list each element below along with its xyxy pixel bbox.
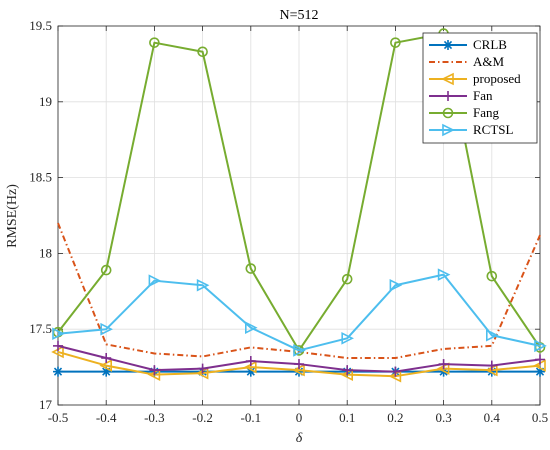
x-tick-label: 0 <box>296 410 303 425</box>
x-tick-label: -0.4 <box>96 410 117 425</box>
data-point-rctsl <box>100 322 113 336</box>
data-point-proposed <box>99 359 112 372</box>
legend-box <box>422 32 538 144</box>
legend-label-proposed: proposed <box>473 71 521 86</box>
data-point-fang <box>245 263 257 274</box>
tick-labels: -0.5 -0.4 -0.3 -0.2 -0.1 0 0.1 0.2 0.3 0.4 0.5 17 17… <box>29 18 548 425</box>
legend-entry-crlb: CRLB <box>429 37 507 52</box>
data-point-fang <box>341 273 353 285</box>
series-rctsl <box>52 268 547 357</box>
plus-marker <box>443 91 453 101</box>
series-a-m <box>57 222 541 360</box>
data-point-fang <box>100 264 112 276</box>
y-tick-label: 19 <box>39 94 52 109</box>
data-point-rctsl <box>293 344 306 357</box>
data-point-fan <box>342 365 353 376</box>
data-point-rctsl <box>341 332 354 345</box>
x-tick-label: 0.4 <box>484 410 501 425</box>
legend-label-fan: Fan <box>473 88 493 103</box>
asterisk-stroke <box>246 367 255 376</box>
legend-label-a-m: A&M <box>473 54 505 69</box>
legend-entry-fang: Fang <box>429 105 500 120</box>
data-point-rctsl <box>437 268 451 281</box>
y-tick-label: 18 <box>39 245 52 260</box>
data-point-fang <box>197 46 208 58</box>
data-point-fan <box>390 366 401 377</box>
series-line-proposed <box>57 350 541 378</box>
legend-label-rctsl: RCTSL <box>473 122 514 137</box>
data-point-fan <box>149 365 160 376</box>
asterisk-stroke <box>443 40 453 50</box>
data-point-rctsl <box>196 278 210 292</box>
y-tick-label: 17.5 <box>29 321 52 336</box>
x-axis-title: δ <box>296 431 303 446</box>
circle-marker <box>442 107 454 119</box>
legend-entry-fan: Fan <box>429 88 493 103</box>
data-point-fan <box>245 356 256 367</box>
x-tick-label: 0.1 <box>339 410 355 425</box>
x-tick-label: 0.3 <box>435 410 451 425</box>
chart-title: N=512 <box>279 8 318 23</box>
y-tick-label: 18.5 <box>29 170 52 185</box>
y-tick-label: 17 <box>39 397 53 412</box>
data-point-fan <box>53 340 63 351</box>
x-tick-label: 0.5 <box>532 410 548 425</box>
data-point-fan <box>535 354 545 365</box>
data-point-fang <box>149 37 160 48</box>
legend-label-fang: Fang <box>473 105 500 120</box>
data-point-rctsl <box>534 339 547 353</box>
x-tick-label: -0.2 <box>192 410 213 425</box>
x-tick-label: -0.3 <box>144 410 165 425</box>
triangle-right-marker <box>442 123 455 137</box>
x-tick-label: 0.2 <box>387 410 403 425</box>
series-line-a-m <box>57 222 541 360</box>
asterisk-marker <box>443 40 453 50</box>
asterisk-stroke <box>294 367 304 376</box>
data-point-fang <box>486 270 498 282</box>
series-fan <box>53 340 545 377</box>
x-tick-label: -0.1 <box>241 410 262 425</box>
legend-label-crlb: CRLB <box>473 37 507 52</box>
legend: CRLB A&M proposed Fan Fang RCTSL <box>422 32 538 144</box>
data-point-crlb <box>53 366 63 377</box>
x-tick-label: -0.5 <box>48 410 69 425</box>
asterisk-stroke <box>53 367 63 376</box>
triangle-left-marker <box>441 72 454 86</box>
legend-entry-rctsl: RCTSL <box>429 122 514 137</box>
series-line-rctsl <box>57 273 541 352</box>
y-tick-label: 19.5 <box>29 18 52 33</box>
data-point-rctsl <box>485 328 499 342</box>
data-point-fan <box>101 353 112 364</box>
data-point-rctsl <box>389 278 403 292</box>
data-point-fang <box>390 37 401 48</box>
data-point-fan <box>438 359 449 370</box>
data-point-rctsl <box>245 321 258 334</box>
legend-entry-proposed: proposed <box>429 71 521 86</box>
y-axis-title: RMSE(Hz) <box>5 184 20 248</box>
data-point-rctsl <box>148 274 162 287</box>
data-point-fan <box>294 359 304 370</box>
data-point-fan <box>197 363 208 374</box>
data-point-rctsl <box>52 327 65 341</box>
data-point-fan <box>486 360 497 371</box>
legend-entry-a-m: A&M <box>429 54 505 69</box>
